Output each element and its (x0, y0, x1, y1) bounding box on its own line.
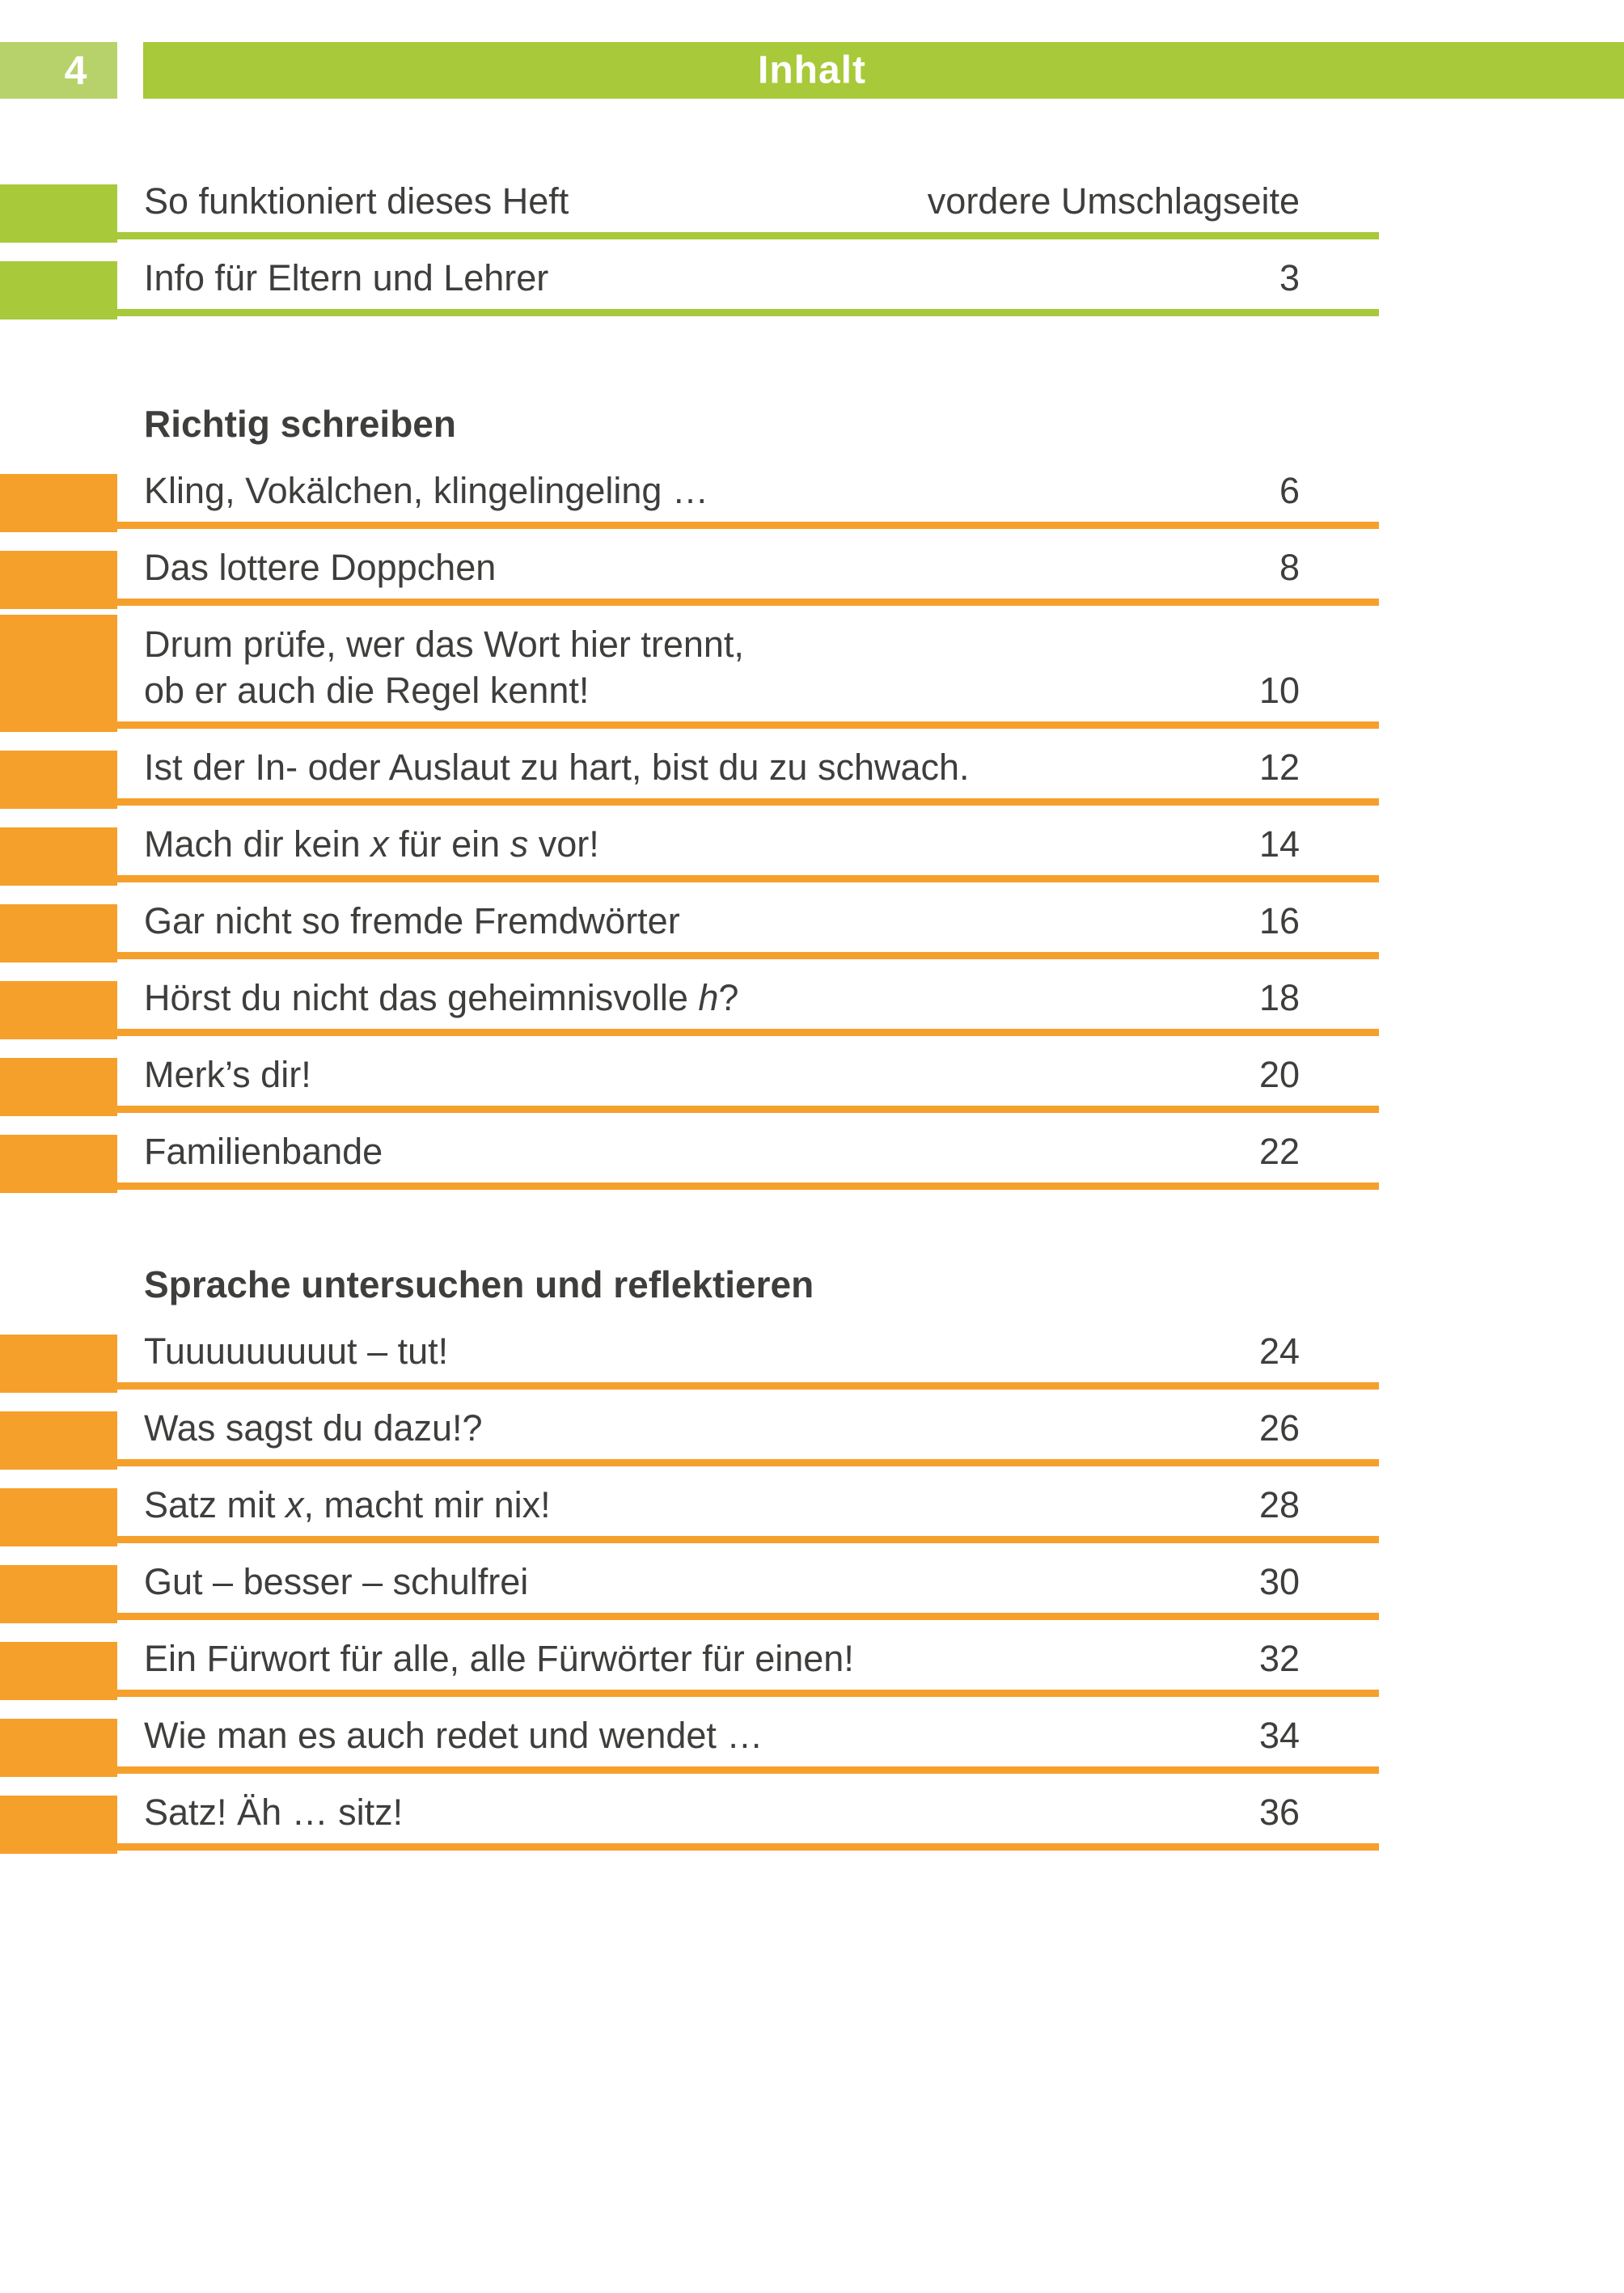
row-marker (0, 1565, 117, 1623)
row-marker (0, 551, 117, 609)
toc-row: Ein Fürwort für alle, alle Fürwörter für… (0, 1620, 1379, 1700)
toc-row: Gut – besser – schulfrei 30 (0, 1543, 1379, 1623)
toc-entry-page: 10 (1258, 670, 1300, 711)
row-marker (0, 1411, 117, 1470)
row-marker (0, 184, 117, 243)
toc-row: Das lottere Doppchen 8 (0, 529, 1379, 609)
row-marker (0, 1058, 117, 1116)
toc-entry-page: 22 (1258, 1131, 1300, 1172)
toc-row: Tuuuuuuuuut – tut! 24 (0, 1313, 1379, 1393)
toc-entry-page: 16 (1258, 900, 1300, 941)
row-marker (0, 751, 117, 809)
toc-row: Info für Eltern und Lehrer 3 (0, 239, 1379, 319)
toc-entry-page: 36 (1258, 1792, 1300, 1833)
toc-entry-title: Satz! Äh … sitz! (144, 1792, 404, 1833)
toc-entry-page: 32 (1258, 1638, 1300, 1679)
toc-entry-page: vordere Umschlagseite (927, 180, 1300, 222)
row-marker (0, 1488, 117, 1546)
row-marker (0, 261, 117, 319)
row-marker (0, 1135, 117, 1193)
toc-entry-title: Gut – besser – schulfrei (144, 1561, 529, 1602)
toc-row: Merk’s dir! 20 (0, 1036, 1379, 1116)
toc-row: Familienbande 22 (0, 1113, 1379, 1193)
toc-row: Ist der In- oder Auslaut zu hart, bist d… (0, 729, 1379, 809)
toc-entry-title: Mach dir kein x für ein s vor! (144, 823, 599, 865)
toc-entry-page: 34 (1258, 1715, 1300, 1756)
section-heading: Sprache untersuchen und reflektieren (144, 1263, 814, 1305)
toc-row: Mach dir kein x für ein s vor! 14 (0, 806, 1379, 886)
toc-entry-title: Gar nicht so fremde Fremdwörter (144, 900, 680, 941)
toc-entry-title: So funktioniert dieses Heft (144, 180, 569, 222)
toc-row: Wie man es auch redet und wendet … 34 (0, 1697, 1379, 1777)
toc-entry-title: Wie man es auch redet und wendet … (144, 1715, 763, 1756)
toc-entry-page: 30 (1258, 1561, 1300, 1602)
toc-row: Gar nicht so fremde Fremdwörter 16 (0, 882, 1379, 962)
toc-entry-page: 24 (1258, 1331, 1300, 1372)
toc-row: Satz! Äh … sitz! 36 (0, 1774, 1379, 1854)
toc-entry-title: Info für Eltern und Lehrer (144, 257, 549, 298)
row-marker (0, 904, 117, 962)
page-number: 4 (64, 47, 87, 93)
table-of-contents: So funktioniert dieses Heft vordere Umsch… (0, 163, 1379, 1854)
header-title: Inhalt (758, 49, 866, 92)
page-header: 4 Inhalt (0, 42, 1624, 99)
toc-entry-title: Das lottere Doppchen (144, 547, 497, 588)
toc-entry-title: Hörst du nicht das geheimnisvolle h? (144, 977, 739, 1018)
toc-entry-title: Satz mit x, macht mir nix! (144, 1484, 551, 1525)
toc-entry-title: Was sagst du dazu!? (144, 1407, 483, 1449)
row-marker (0, 1642, 117, 1700)
toc-entry-page: 26 (1258, 1407, 1300, 1449)
toc-entry-page: 18 (1258, 977, 1300, 1018)
row-marker (0, 1335, 117, 1393)
toc-entry-page: 8 (1279, 547, 1300, 588)
toc-entry-title: Merk’s dir! (144, 1054, 311, 1095)
row-marker (0, 1719, 117, 1777)
toc-entry-page: 14 (1258, 823, 1300, 865)
toc-entry-title: Ist der In- oder Auslaut zu hart, bist d… (144, 747, 970, 788)
toc-entry-page: 28 (1258, 1484, 1300, 1525)
row-marker (0, 827, 117, 886)
toc-row: Was sagst du dazu!? 26 (0, 1390, 1379, 1470)
toc-row: Satz mit x, macht mir nix! 28 (0, 1466, 1379, 1546)
section-heading: Richtig schreiben (144, 403, 456, 445)
toc-row: Drum prüfe, wer das Wort hier trennt, ob … (0, 606, 1379, 732)
row-marker (0, 474, 117, 532)
toc-row: So funktioniert dieses Heft vordere Umsch… (0, 163, 1379, 243)
toc-entry-page: 12 (1258, 747, 1300, 788)
toc-row: Kling, Vokälchen, klingelingeling … 6 (0, 452, 1379, 532)
toc-entry-title: Familienbande (144, 1131, 383, 1172)
toc-entry-page: 6 (1279, 470, 1300, 511)
toc-entry-title: Tuuuuuuuuut – tut! (144, 1331, 449, 1372)
toc-entry-page: 3 (1279, 257, 1300, 298)
row-marker (0, 981, 117, 1039)
toc-entry-title: Ein Fürwort für alle, alle Fürwörter für… (144, 1638, 854, 1679)
toc-entry-page: 20 (1258, 1054, 1300, 1095)
toc-entry-title: Kling, Vokälchen, klingelingeling … (144, 470, 708, 511)
row-marker (0, 615, 117, 732)
page-number-box: 4 (0, 42, 117, 99)
row-marker (0, 1796, 117, 1854)
header-bar: Inhalt (143, 42, 1624, 99)
toc-entry-title: Drum prüfe, wer das Wort hier trennt, ob … (144, 624, 744, 711)
toc-row: Hörst du nicht das geheimnisvolle h? 18 (0, 959, 1379, 1039)
